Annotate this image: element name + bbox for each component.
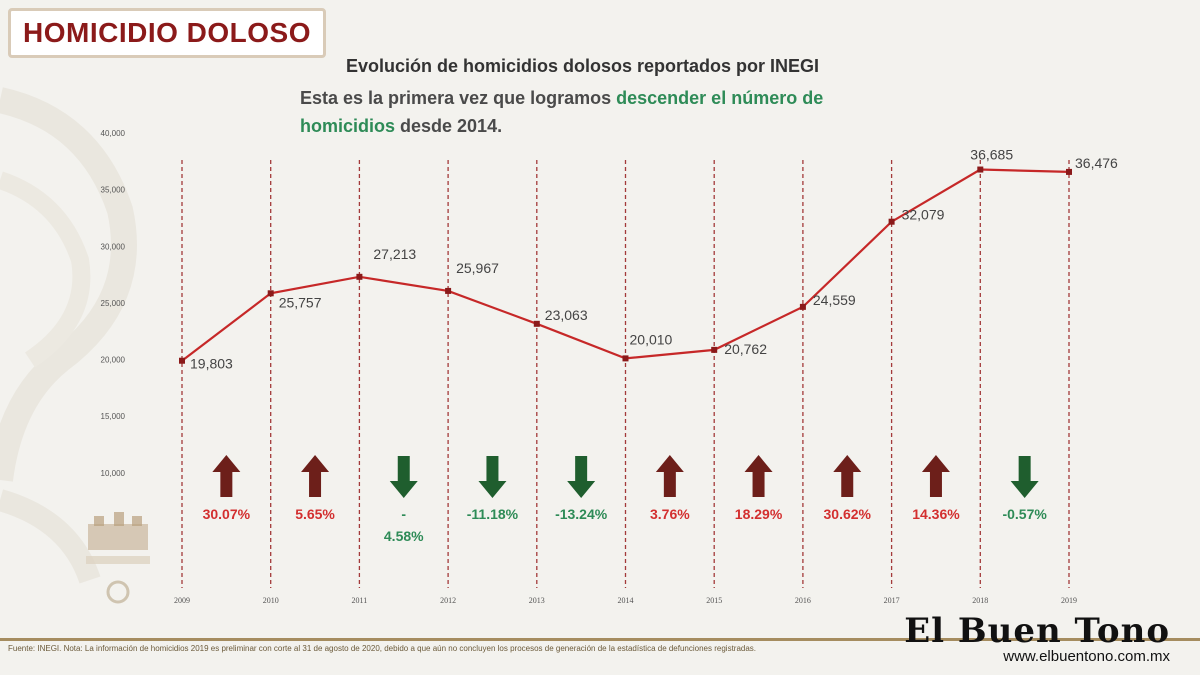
- data-label: 23,063: [545, 307, 588, 323]
- x-tick-label: 2016: [795, 596, 811, 605]
- x-tick-label: 2009: [174, 596, 190, 605]
- data-point: [799, 303, 806, 310]
- change-label: -0.57%: [1002, 506, 1047, 522]
- data-label: 25,757: [279, 294, 322, 310]
- subtitle-part-1: descender el número de homicidios: [300, 88, 824, 136]
- y-tick-label: 20,000: [101, 356, 126, 365]
- down-arrow-icon: [389, 456, 418, 498]
- up-arrow-icon: [301, 455, 330, 497]
- y-tick-label: 25,000: [101, 299, 126, 308]
- y-tick-label: 15,000: [101, 412, 126, 421]
- change-label: -11.18%: [467, 506, 519, 522]
- x-tick-label: 2013: [529, 596, 545, 605]
- up-arrow-icon: [744, 455, 773, 497]
- data-point: [711, 346, 718, 353]
- data-point: [356, 273, 363, 280]
- source-footnote: Fuente: INEGI. Nota: La información de h…: [8, 644, 757, 653]
- data-point: [977, 166, 984, 173]
- subtitle-part-0: Esta es la primera vez que logramos: [300, 88, 617, 108]
- change-label: 30.62%: [824, 506, 872, 522]
- change-label: 30.07%: [203, 506, 251, 522]
- change-label: -4.58%: [384, 506, 424, 544]
- change-label: -13.24%: [555, 506, 608, 522]
- data-label: 32,079: [902, 207, 945, 223]
- data-point: [445, 287, 452, 294]
- brand-watermark: El Buen Tono www.elbuentono.com.mx: [904, 614, 1170, 666]
- data-point: [1066, 168, 1072, 175]
- down-arrow-icon: [1010, 456, 1039, 498]
- y-tick-label: 10,000: [101, 469, 126, 478]
- y-tick-label: 30,000: [101, 242, 126, 251]
- x-tick-label: 2012: [440, 596, 456, 605]
- subtitle-part-2: desde 2014.: [395, 116, 503, 136]
- data-point: [267, 290, 274, 297]
- data-label: 36,476: [1075, 155, 1118, 171]
- down-arrow-icon: [478, 456, 507, 498]
- x-tick-label: 2010: [263, 596, 279, 605]
- data-label: 36,685: [970, 147, 1013, 163]
- change-label: 18.29%: [735, 506, 783, 522]
- chart-title: Evolución de homicidios dolosos reportad…: [346, 56, 820, 76]
- x-tick-label: 2014: [618, 596, 634, 605]
- brand-name: El Buen Tono: [904, 611, 1170, 651]
- data-label: 20,010: [630, 331, 673, 347]
- up-arrow-icon: [833, 455, 862, 497]
- data-label: 27,213: [373, 246, 416, 262]
- data-label: 19,803: [190, 356, 233, 372]
- data-label: 25,967: [456, 260, 499, 276]
- line-chart: 10,000 15,000 20,000 25,000 30,000 35,000 40,0…: [101, 129, 1119, 605]
- x-tick-label: 2011: [352, 596, 368, 605]
- footnote-divider: [0, 638, 1200, 661]
- decorative-pattern: [0, 87, 137, 584]
- data-label: 20,762: [724, 341, 767, 357]
- x-tick-label: 2019: [1061, 596, 1077, 605]
- brand-url: www.elbuentono.com.mx: [1003, 648, 1170, 665]
- change-label: 5.65%: [295, 506, 335, 522]
- page-title: HOMICIDIO DOLOSO: [8, 8, 326, 58]
- x-tick-label: 2015: [706, 596, 722, 605]
- data-point: [179, 357, 185, 364]
- up-arrow-icon: [921, 455, 950, 497]
- data-point: [888, 218, 895, 225]
- up-arrow-icon: [212, 455, 241, 497]
- down-arrow-icon: [567, 456, 596, 498]
- x-tick-label: 2017: [884, 596, 900, 605]
- y-tick-label: 35,000: [101, 186, 126, 195]
- data-label: 24,559: [813, 292, 856, 308]
- up-arrow-icon: [655, 455, 684, 497]
- y-tick-label: 40,000: [101, 129, 126, 138]
- chart-subtitle: Esta es la primera vez que logramos desc…: [300, 84, 900, 140]
- change-label: 14.36%: [912, 506, 960, 522]
- data-point: [622, 355, 629, 362]
- government-logo-icon: [86, 512, 150, 604]
- x-tick-label: 2018: [972, 596, 988, 605]
- change-label: 3.76%: [650, 506, 690, 522]
- data-point: [533, 320, 540, 327]
